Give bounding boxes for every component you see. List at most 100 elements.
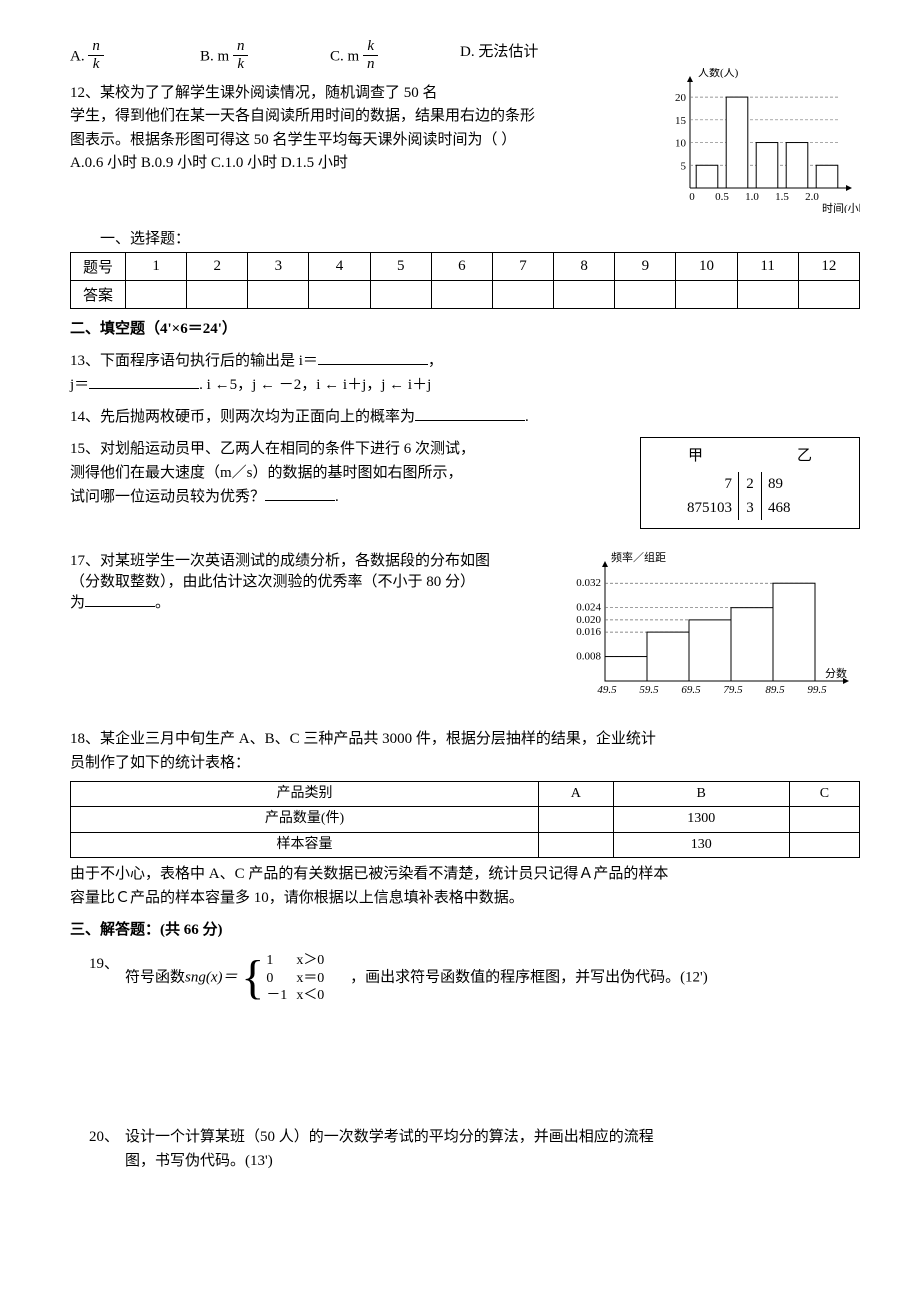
- header-label-cell: 题号: [71, 253, 126, 281]
- ans3[interactable]: [248, 281, 309, 309]
- q11-c-fraction: k n: [363, 38, 379, 72]
- svg-text:0.024: 0.024: [576, 602, 601, 614]
- q13-line2b: . i ←5，j ← －2，i ← i＋j，j ← i＋j: [199, 377, 431, 393]
- q11-b-fraction: n k: [233, 38, 249, 72]
- ans1[interactable]: [126, 281, 187, 309]
- pt-h2: B: [613, 782, 789, 807]
- section2-title: 二、填空题（4'×6＝24'）: [70, 317, 860, 341]
- svg-text:2.0: 2.0: [805, 191, 819, 203]
- q20-line2: 图，书写伪代码。(13'): [125, 1153, 273, 1169]
- hn4: 4: [309, 253, 370, 281]
- pt-r2-2: 130: [613, 832, 789, 857]
- pt-r1-3[interactable]: [789, 807, 859, 832]
- q14-end: .: [525, 409, 529, 425]
- q19-cases: 1x＞0 0x＝0 －1x＜0: [266, 952, 346, 1005]
- stem-leaf-header-right: 乙: [765, 444, 845, 468]
- q17-text: 17、对某班学生一次英语测试的成绩分析，各数据段的分布如图 （分数取整数），由此…: [70, 549, 545, 612]
- hn9: 9: [615, 253, 676, 281]
- q15-wrapper: 15、对划船运动员甲、乙两人在相同的条件下进行 6 次测试， 测得他们在最大速度…: [70, 437, 860, 529]
- q19: 19、 符号函数sng(x)＝ { 1x＞0 0x＝0 －1x＜0 ，画出求符号…: [70, 952, 860, 1005]
- q12-wrapper: 12、某校为了了解学生课外阅读情况，随机调查了 50 名 学生，得到他们在某一天…: [70, 82, 860, 213]
- q12-line2: 学生，得到他们在某一天各自阅读所用时间的数据，结果用右边的条形: [70, 105, 650, 128]
- q11-option-b: B. m n k: [200, 40, 330, 74]
- ans5[interactable]: [370, 281, 431, 309]
- svg-text:频率／组距: 频率／组距: [611, 550, 666, 564]
- ans4[interactable]: [309, 281, 370, 309]
- ans7[interactable]: [492, 281, 553, 309]
- ans2[interactable]: [187, 281, 248, 309]
- q14-text: 14、先后抛两枚硬币，则两次均为正面向上的概率为: [70, 409, 415, 425]
- product-table: 产品类别 A B C 产品数量(件) 1300 样本容量 130: [70, 781, 860, 858]
- q11-c-den: n: [363, 55, 379, 73]
- svg-text:89.5: 89.5: [765, 684, 785, 696]
- q11-b-num: n: [233, 38, 249, 55]
- q11-option-d: D. 无法估计: [460, 40, 590, 74]
- q17-line3-wrap: 为。: [70, 591, 545, 612]
- hn11: 11: [737, 253, 798, 281]
- hn2: 2: [187, 253, 248, 281]
- q12-line4: A.0.6 小时 B.0.9 小时 C.1.0 小时 D.1.5 小时: [70, 152, 650, 175]
- svg-text:0.5: 0.5: [715, 191, 729, 203]
- sl-r0-stem: 2: [738, 472, 762, 496]
- q15-end: .: [335, 489, 339, 505]
- q15-line2: 测得他们在最大速度（m／s）的数据的基时图如右图所示，: [70, 461, 615, 485]
- q18-line1: 18、某企业三月中旬生产 A、B、C 三种产品共 3000 件，根据分层抽样的结…: [70, 727, 860, 751]
- pt-r2-1[interactable]: [538, 832, 613, 857]
- answer-grid-header-row: 题号 1 2 3 4 5 6 7 8 9 10 11 12: [71, 253, 860, 281]
- answer-label-cell: 答案: [71, 281, 126, 309]
- ans8[interactable]: [554, 281, 615, 309]
- pt-h0: 产品类别: [71, 782, 539, 807]
- pt-r1-2: 1300: [613, 807, 789, 832]
- ans12[interactable]: [798, 281, 859, 309]
- svg-text:0.020: 0.020: [576, 614, 601, 626]
- q15-line3: 试问哪一位运动员较为优秀？: [70, 489, 265, 505]
- pt-r2-3[interactable]: [789, 832, 859, 857]
- svg-text:49.5: 49.5: [597, 684, 617, 696]
- q18-line3: 由于不小心，表格中 A、C 产品的有关数据已被污染看不清楚，统计员只记得Ａ产品的…: [70, 862, 860, 886]
- answer-grid-table: 题号 1 2 3 4 5 6 7 8 9 10 11 12 答案: [70, 252, 860, 309]
- q11-a-fraction: n k: [88, 38, 104, 72]
- q12-line3: 图表示。根据条形图可得这 50 名学生平均每天课外阅读时间为（ ）: [70, 129, 650, 152]
- pt-r1-1[interactable]: [538, 807, 613, 832]
- ans10[interactable]: [676, 281, 737, 309]
- stem-leaf-row-0: 7 2 89: [641, 472, 859, 496]
- sl-r0-right: 89: [762, 472, 834, 496]
- q17-line3b: 。: [155, 595, 170, 611]
- ans11[interactable]: [737, 281, 798, 309]
- pt-r1-0: 产品数量(件): [71, 807, 539, 832]
- q15-blank[interactable]: [265, 486, 335, 501]
- hn7: 7: [492, 253, 553, 281]
- section1-title: 一、选择题：: [70, 227, 860, 248]
- q14-blank[interactable]: [415, 406, 525, 421]
- q11-option-a: A. n k: [70, 40, 200, 74]
- ans6[interactable]: [431, 281, 492, 309]
- pt-h1: A: [538, 782, 613, 807]
- q13-blank-j[interactable]: [89, 374, 199, 389]
- q17-line2: （分数取整数），由此估计这次测验的优秀率（不小于 80 分）: [70, 570, 545, 591]
- q13-blank-i[interactable]: [318, 350, 428, 365]
- sl-r1-left: 875103: [666, 496, 738, 520]
- q12-text: 12、某校为了了解学生课外阅读情况，随机调查了 50 名 学生，得到他们在某一天…: [70, 82, 650, 175]
- q13: 13、下面程序语句执行后的输出是 i＝， j＝. i ←5，j ← －2，i ←…: [70, 349, 860, 397]
- q19-c3v: －1: [266, 987, 296, 1005]
- ans9[interactable]: [615, 281, 676, 309]
- q18-line2: 员制作了如下的统计表格：: [70, 751, 860, 775]
- pt-h3: C: [789, 782, 859, 807]
- q17-blank[interactable]: [85, 592, 155, 607]
- q19-c2c: x＝0: [296, 970, 346, 988]
- q14: 14、先后抛两枚硬币，则两次均为正面向上的概率为.: [70, 405, 860, 429]
- q17-wrapper: 17、对某班学生一次英语测试的成绩分析，各数据段的分布如图 （分数取整数），由此…: [70, 549, 860, 709]
- q18: 18、某企业三月中旬生产 A、B、C 三种产品共 3000 件，根据分层抽样的结…: [70, 727, 860, 910]
- q11-option-c: C. m k n: [330, 40, 460, 74]
- svg-text:0.008: 0.008: [576, 651, 601, 663]
- q18-line4: 容量比Ｃ产品的样本容量多 10，请你根据以上信息填补表格中数据。: [70, 886, 860, 910]
- q19-case3: －1x＜0: [266, 987, 346, 1005]
- svg-text:5: 5: [681, 160, 687, 172]
- hn12: 12: [798, 253, 859, 281]
- q12-bar-chart: 510152000.51.01.52.0人数(人)时间(小时): [660, 68, 860, 213]
- svg-text:分数: 分数: [825, 667, 847, 680]
- q11-c-num: k: [363, 38, 379, 55]
- svg-text:时间(小时): 时间(小时): [822, 202, 860, 213]
- q19-num: 19、: [70, 952, 125, 1005]
- q20-num: 20、: [70, 1125, 125, 1173]
